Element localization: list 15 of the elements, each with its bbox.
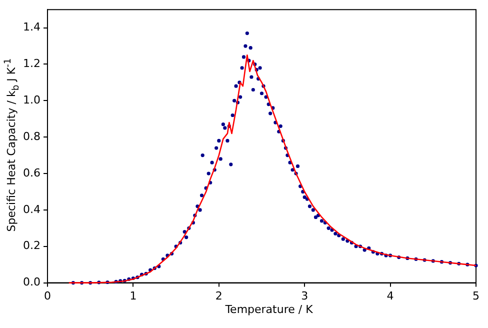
x-axis-title: Temperature / K [224,303,314,316]
y-tick-label: 0.0 [22,276,40,289]
y-tick-label: 1.4 [22,20,40,34]
y-tick-label: 0.4 [22,202,40,216]
x-tick-label: 1 [130,289,137,302]
y-tick-label: 1.2 [22,57,40,70]
x-tick-label: 3 [301,289,308,302]
x-tick-label: 2 [215,289,222,302]
x-tick-label: 5 [472,289,480,302]
x-tick-label: 4 [386,289,394,302]
y-tick-label: 0.8 [22,130,40,143]
x-tick-label: 0 [44,289,51,302]
y-tick-label: 0.2 [22,239,40,252]
y-tick-label: 1.0 [22,94,40,107]
y-tick-label: 0.6 [22,166,40,180]
